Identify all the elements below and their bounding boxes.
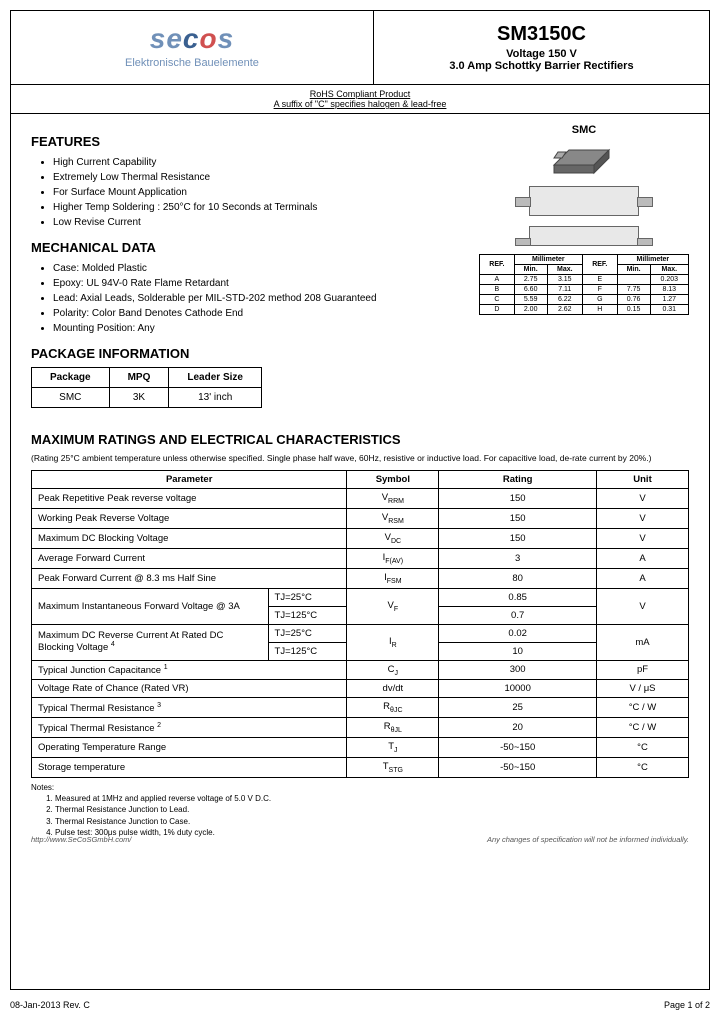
rating-row: Maximum DC Reverse Current At Rated DC B…	[32, 624, 689, 642]
page-footer: 08-Jan-2013 Rev. C Page 1 of 2	[10, 1000, 710, 1010]
dim-row: C5.596.22G0.761.27	[480, 295, 689, 305]
dim-row: D2.002.62H0.150.31	[480, 305, 689, 315]
part-description: 3.0 Amp Schottky Barrier Rectifiers	[382, 60, 701, 72]
header: secos Elektronische Bauelemente SM3150C …	[11, 11, 709, 85]
package-top-view	[529, 186, 639, 216]
voltage-spec: Voltage 150 V	[382, 48, 701, 60]
rating-row: Operating Temperature RangeTJ-50~150°C	[32, 738, 689, 758]
rating-row: Peak Forward Current @ 8.3 ms Half SineI…	[32, 568, 689, 588]
pkg-info-table: PackageMPQLeader Size SMC3K13' inch	[31, 367, 262, 408]
header-right: SM3150C Voltage 150 V 3.0 Amp Schottky B…	[374, 11, 709, 84]
notes-section: Notes: Measured at 1MHz and applied reve…	[31, 782, 689, 838]
ratings-table: Parameter Symbol Rating Unit Peak Repeti…	[31, 470, 689, 778]
rating-row: Maximum DC Blocking VoltageVDC150V	[32, 528, 689, 548]
package-drawings	[479, 140, 689, 246]
rating-row: Typical Thermal Resistance 2RθJL20°C / W	[32, 718, 689, 738]
dimensions-table: REF.MillimeterREF.Millimeter Min.Max.Min…	[479, 254, 689, 315]
page-inner-footer: http://www.SeCoSGmbH.com/ Any changes of…	[31, 835, 689, 844]
company-logo: secos	[19, 23, 365, 55]
rating-row: Average Forward CurrentIF(AV)3A	[32, 548, 689, 568]
package-label: SMC	[479, 124, 689, 136]
rating-row: Maximum Instantaneous Forward Voltage @ …	[32, 588, 689, 606]
max-ratings-heading: MAXIMUM RATINGS AND ELECTRICAL CHARACTER…	[31, 432, 689, 447]
rohs-line1: RoHS Compliant Product	[11, 89, 709, 99]
rating-row: Typical Thermal Resistance 3RθJC25°C / W	[32, 698, 689, 718]
page-number: Page 1 of 2	[664, 1000, 710, 1010]
rating-row: Working Peak Reverse VoltageVRSM150V	[32, 508, 689, 528]
dim-mm-header2: Millimeter	[617, 255, 688, 265]
max-ratings-note: (Rating 25°C ambient temperature unless …	[31, 453, 689, 464]
rating-row: Storage temperatureTSTG-50~150°C	[32, 758, 689, 778]
package-side-view	[529, 226, 639, 246]
rohs-line2: A suffix of "C" specifies halogen & lead…	[11, 99, 709, 109]
rohs-notice: RoHS Compliant Product A suffix of "C" s…	[11, 85, 709, 114]
note-item: Thermal Resistance Junction to Lead.	[55, 804, 689, 815]
footer-disclaimer: Any changes of specification will not be…	[487, 835, 689, 844]
dim-row: A2.753.15E0.203	[480, 275, 689, 285]
footer-url: http://www.SeCoSGmbH.com/	[31, 835, 131, 844]
revision-date: 08-Jan-2013 Rev. C	[10, 1000, 90, 1010]
pkg-info-row: SMC3K13' inch	[32, 388, 262, 408]
dim-ref-header2: REF.	[582, 255, 617, 275]
header-left: secos Elektronische Bauelemente	[11, 11, 374, 84]
part-number: SM3150C	[382, 23, 701, 46]
notes-title: Notes:	[31, 783, 54, 792]
company-tagline: Elektronische Bauelemente	[19, 57, 365, 69]
rating-row: Peak Repetitive Peak reverse voltageVRRM…	[32, 489, 689, 509]
pkg-info-heading: PACKAGE INFORMATION	[31, 346, 689, 361]
datasheet-page: secos Elektronische Bauelemente SM3150C …	[10, 10, 710, 990]
dim-mm-header: Millimeter	[514, 255, 582, 265]
note-item: Measured at 1MHz and applied reverse vol…	[55, 793, 689, 804]
mech-item: Mounting Position: Any	[53, 321, 689, 336]
dim-row: B6.607.11F7.758.13	[480, 285, 689, 295]
package-3d-icon	[544, 140, 624, 180]
rating-row: Voltage Rate of Chance (Rated VR)dv/dt10…	[32, 680, 689, 698]
body-content: SMC REF.MillimeterREF.Millimeter Min.Max…	[11, 114, 709, 848]
note-item: Thermal Resistance Junction to Case.	[55, 816, 689, 827]
dim-ref-header: REF.	[480, 255, 515, 275]
rating-row: Typical Junction Capacitance 1CJ300pF	[32, 660, 689, 680]
package-images: SMC REF.MillimeterREF.Millimeter Min.Max…	[479, 124, 689, 315]
